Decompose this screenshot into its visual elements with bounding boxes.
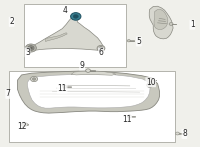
Circle shape [30,76,38,82]
Text: 5: 5 [136,37,141,46]
Text: 7: 7 [6,89,11,98]
Polygon shape [149,6,173,39]
Circle shape [29,47,32,49]
Circle shape [21,122,27,127]
Circle shape [97,45,105,51]
Ellipse shape [24,124,29,126]
Polygon shape [71,71,116,75]
Circle shape [149,79,153,81]
Circle shape [127,115,131,118]
Text: 2: 2 [9,17,14,26]
Circle shape [71,13,81,20]
Circle shape [23,123,26,126]
Circle shape [32,78,36,80]
Circle shape [28,46,34,50]
Text: 12: 12 [17,122,26,131]
Circle shape [25,44,36,52]
Circle shape [99,47,103,50]
Bar [24,4,126,67]
Polygon shape [45,33,67,41]
Polygon shape [28,74,150,108]
Polygon shape [154,9,168,30]
Text: 11: 11 [58,84,67,93]
Polygon shape [18,71,160,113]
Circle shape [147,83,153,87]
Text: 10: 10 [146,78,155,87]
Text: 8: 8 [182,129,187,138]
Circle shape [148,84,151,86]
Circle shape [86,69,90,72]
Circle shape [73,15,78,18]
Text: 6: 6 [99,48,103,57]
Text: 9: 9 [80,61,85,70]
Circle shape [169,22,173,25]
Bar [9,71,175,142]
Polygon shape [30,17,104,50]
Text: 11: 11 [122,115,132,124]
Circle shape [63,85,67,88]
Text: 4: 4 [63,6,68,15]
Text: 3: 3 [25,48,30,57]
Circle shape [127,40,130,42]
Circle shape [175,132,179,135]
Text: 1: 1 [190,20,195,29]
